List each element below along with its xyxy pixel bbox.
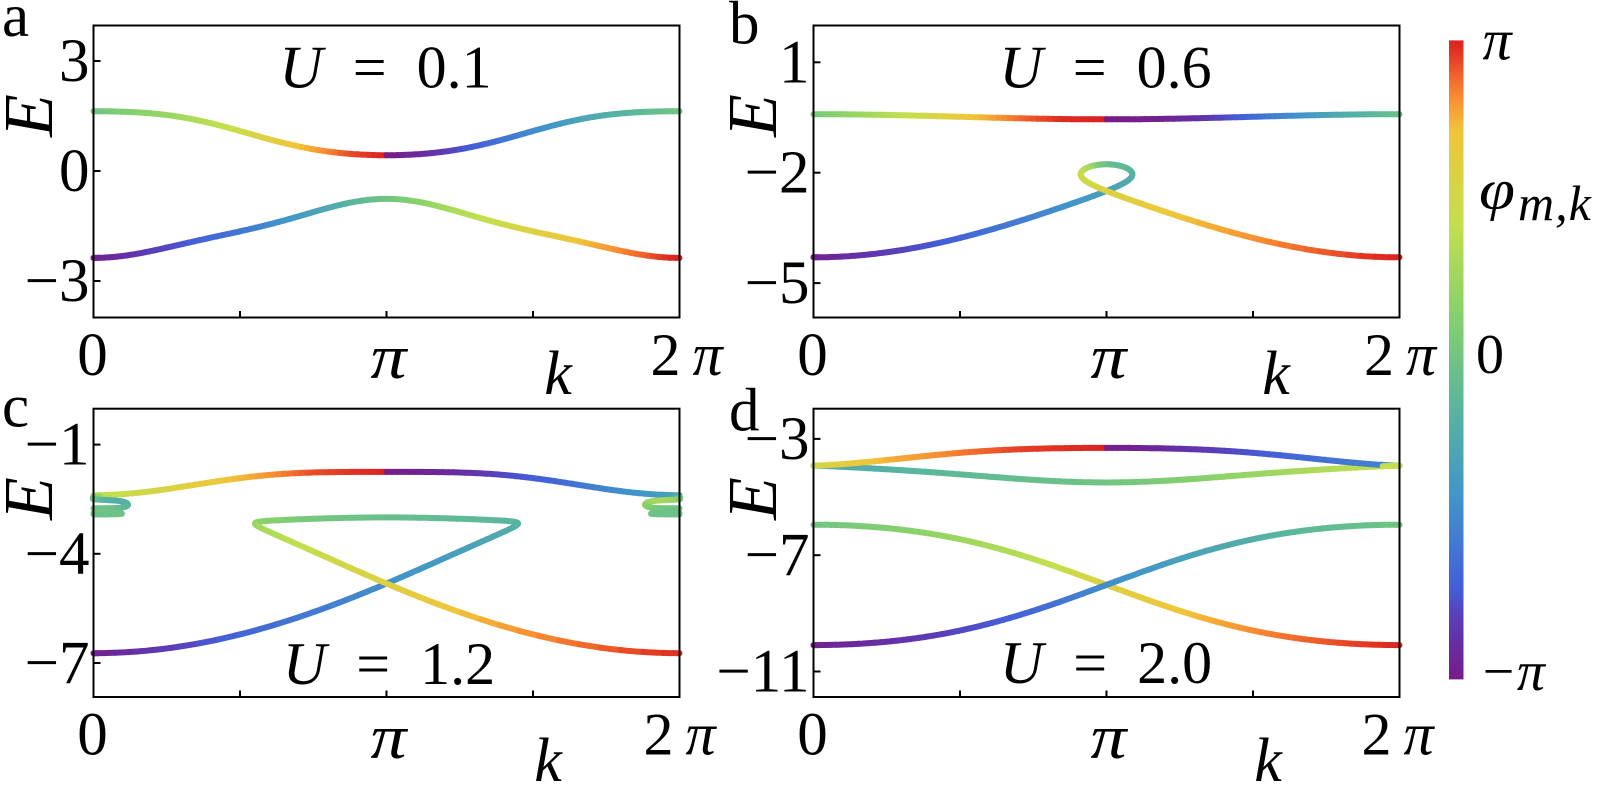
svg-text:c: c: [2, 374, 29, 441]
svg-text:k: k: [1254, 727, 1283, 784]
svg-text:0: 0: [797, 702, 828, 769]
svg-text:E: E: [715, 94, 792, 138]
svg-text:0: 0: [77, 702, 108, 769]
svg-text:2 π: 2 π: [1361, 702, 1435, 768]
svg-text:0: 0: [797, 322, 828, 389]
svg-text:E: E: [0, 94, 68, 138]
svg-text:2 π: 2 π: [650, 322, 724, 388]
svg-text:−π: −π: [1479, 641, 1547, 703]
svg-text:b: b: [729, 0, 760, 58]
svg-text:0: 0: [59, 138, 90, 205]
svg-text:U = 0.6: U = 0.6: [999, 35, 1211, 101]
svg-text:π: π: [1091, 704, 1129, 772]
svg-text:π: π: [1482, 8, 1513, 73]
svg-text:2 π: 2 π: [643, 702, 717, 768]
svg-text:0: 0: [1476, 324, 1504, 386]
svg-text:1: 1: [779, 29, 810, 96]
svg-text:−5: −5: [745, 250, 810, 317]
svg-text:3: 3: [59, 28, 90, 95]
svg-text:d: d: [729, 378, 760, 445]
svg-text:−11: −11: [716, 639, 809, 706]
svg-text:U = 0.1: U = 0.1: [279, 35, 491, 101]
svg-text:−7: −7: [745, 522, 810, 589]
svg-text:−7: −7: [25, 630, 90, 697]
svg-text:2 π: 2 π: [1364, 322, 1438, 388]
svg-text:0: 0: [77, 322, 108, 389]
svg-text:−1: −1: [25, 412, 90, 479]
svg-text:U = 2.0: U = 2.0: [1000, 630, 1212, 696]
svg-text:φ: φ: [1479, 159, 1515, 222]
svg-text:−2: −2: [745, 140, 810, 207]
svg-text:k: k: [1262, 340, 1291, 408]
svg-text:π: π: [371, 704, 409, 772]
svg-text:π: π: [371, 324, 409, 392]
svg-text:U = 1.2: U = 1.2: [283, 631, 495, 697]
svg-text:π: π: [1091, 324, 1129, 392]
svg-text:k: k: [534, 727, 563, 784]
svg-text:k: k: [544, 340, 573, 408]
svg-text:E: E: [0, 477, 68, 521]
svg-text:−4: −4: [25, 521, 90, 588]
svg-text:E: E: [715, 477, 792, 521]
svg-text:−3: −3: [745, 406, 810, 473]
svg-text:−3: −3: [25, 248, 90, 315]
svg-text:a: a: [2, 0, 29, 50]
svg-text:m,k: m,k: [1518, 175, 1592, 231]
